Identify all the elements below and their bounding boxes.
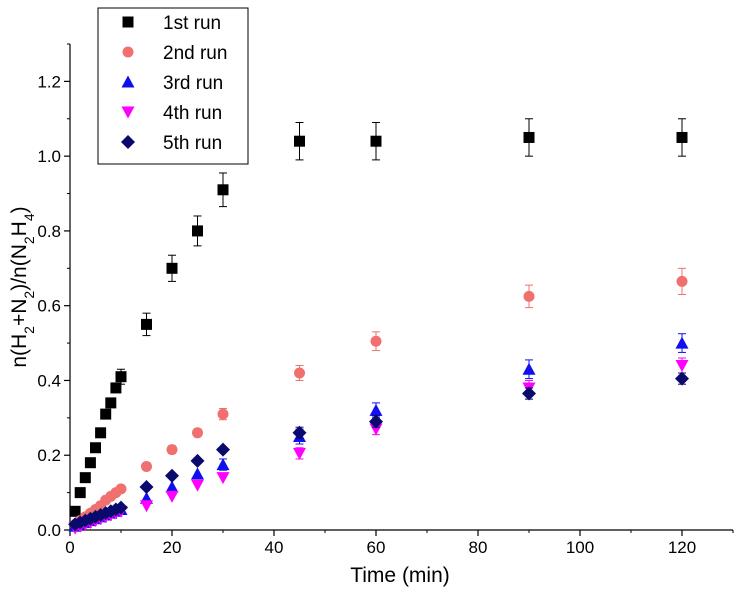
- axes-frame: [69, 44, 733, 531]
- x-axis-title: Time (min): [350, 564, 450, 587]
- data-point: [115, 483, 127, 495]
- legend-marker: [121, 75, 135, 88]
- data-point: [190, 453, 205, 468]
- data-point: [523, 290, 535, 302]
- data-point: [115, 371, 127, 383]
- data-point: [217, 184, 229, 196]
- data-point: [675, 371, 689, 386]
- data-point: [74, 487, 86, 499]
- legend-label: 2nd run: [163, 43, 227, 64]
- x-tick-label: 20: [163, 538, 182, 557]
- legend-label: 5th run: [163, 133, 222, 154]
- y-tick-label: 0.8: [37, 222, 61, 241]
- data-point: [79, 472, 91, 484]
- legend-label: 4th run: [163, 103, 222, 124]
- data-point: [523, 131, 535, 143]
- y-tick-label: 0.6: [37, 297, 61, 316]
- data-point: [216, 472, 230, 485]
- data-point: [114, 500, 128, 515]
- legend-marker: [121, 135, 135, 149]
- data-point: [141, 318, 152, 330]
- data-point: [293, 447, 306, 460]
- data-point: [676, 275, 688, 287]
- x-tick-label: 40: [265, 538, 284, 557]
- legend: 1st run 2nd run 3rd run 4th run 5th run: [97, 7, 249, 165]
- data-point: [217, 408, 229, 420]
- data-point: [139, 480, 154, 495]
- data-point: [675, 336, 689, 349]
- data-point: [165, 468, 179, 483]
- data-point: [191, 479, 204, 492]
- data-point: [165, 480, 179, 493]
- data-point: [166, 444, 178, 456]
- series-2: [69, 267, 688, 530]
- legend-marker: [122, 46, 134, 58]
- data-point: [522, 362, 536, 375]
- series-1: [69, 118, 688, 517]
- data-point: [370, 335, 382, 347]
- data-point: [676, 131, 688, 143]
- data-point: [292, 425, 307, 440]
- x-tick-label: 100: [566, 538, 594, 557]
- data-point: [369, 423, 383, 436]
- series-3: [68, 333, 689, 532]
- legend-marker: [122, 16, 134, 28]
- data-point: [100, 408, 112, 420]
- data-point: [165, 490, 179, 503]
- data-series: [68, 118, 689, 535]
- y-ticks: 0.0 0.2 0.4 0.6 0.8 1.0 1.2: [37, 43, 70, 540]
- x-tick-label: 60: [367, 538, 386, 557]
- data-point: [191, 467, 204, 480]
- data-point: [370, 135, 382, 147]
- y-tick-label: 0.4: [37, 371, 61, 390]
- data-point: [369, 403, 383, 416]
- data-point: [294, 135, 305, 147]
- y-tick-label: 1.0: [37, 147, 61, 166]
- x-tick-label: 0: [65, 538, 74, 557]
- y-axis-title: n(H2+N2)/n(N2H4): [8, 206, 37, 367]
- y-tick-label: 0.0: [37, 521, 61, 540]
- legend-marker: [121, 106, 135, 119]
- data-point: [90, 442, 101, 454]
- data-point: [110, 382, 122, 394]
- data-point: [216, 442, 230, 457]
- legend-label: 3rd run: [163, 73, 223, 94]
- y-tick-label: 1.2: [37, 72, 61, 91]
- data-point: [522, 386, 536, 401]
- data-point: [369, 414, 383, 429]
- data-point: [141, 460, 152, 472]
- y-tick-label: 0.2: [37, 446, 61, 465]
- data-point: [105, 397, 117, 409]
- data-point: [84, 457, 96, 469]
- data-point: [166, 262, 178, 274]
- data-point: [192, 225, 203, 237]
- data-point: [192, 427, 203, 439]
- data-point: [216, 458, 230, 471]
- data-point: [140, 500, 153, 513]
- x-tick-label: 80: [469, 538, 488, 557]
- x-tick-label: 120: [668, 538, 696, 557]
- data-point: [69, 505, 81, 517]
- series-4: [68, 357, 689, 535]
- data-point: [294, 367, 305, 379]
- data-point: [95, 427, 107, 439]
- series-5: [68, 371, 689, 532]
- x-ticks: 0 20 40 60 80 100 120: [65, 530, 734, 557]
- legend-label: 1st run: [163, 13, 221, 34]
- data-point: [675, 360, 689, 373]
